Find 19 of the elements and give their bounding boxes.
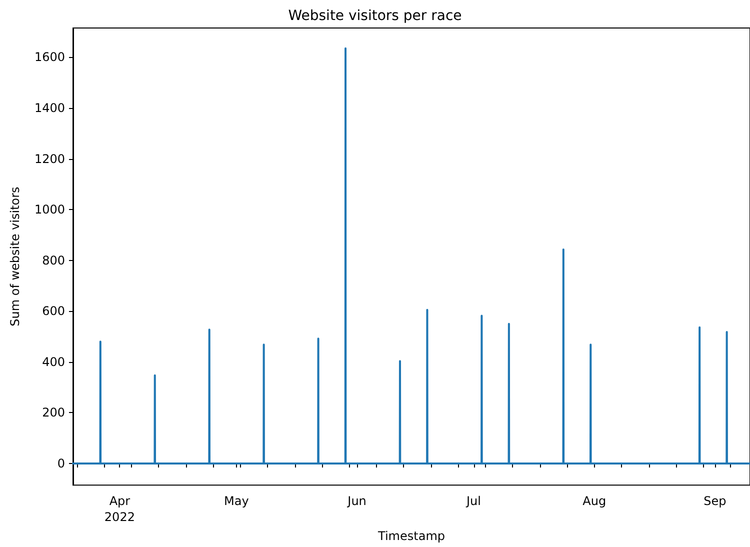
x-tick-label: Aug [582, 494, 606, 508]
y-tick-label: 400 [42, 354, 65, 369]
x-tick-label: Jul [466, 494, 481, 508]
x-tick-label: Jun [346, 494, 366, 508]
y-axis-title: Sum of website visitors [8, 186, 22, 326]
y-tick-label: 1200 [34, 152, 65, 166]
y-tick-label: 1000 [34, 202, 65, 217]
x-tick-label: May [224, 494, 249, 508]
x-tick-label: Apr 2022 [104, 494, 135, 524]
y-tick-label: 800 [42, 253, 65, 268]
line-series [72, 47, 750, 465]
y-tick-label: 1600 [34, 50, 65, 64]
x-tick-label: Sep [704, 494, 726, 508]
y-tick-label: 600 [42, 304, 65, 318]
x-axis-title: Timestamp [377, 529, 445, 543]
chart-title: Website visitors per race [288, 8, 462, 24]
y-tick-label: 200 [42, 406, 65, 420]
y-tick-label: 0 [57, 456, 65, 471]
y-tick-label: 1400 [34, 100, 65, 115]
